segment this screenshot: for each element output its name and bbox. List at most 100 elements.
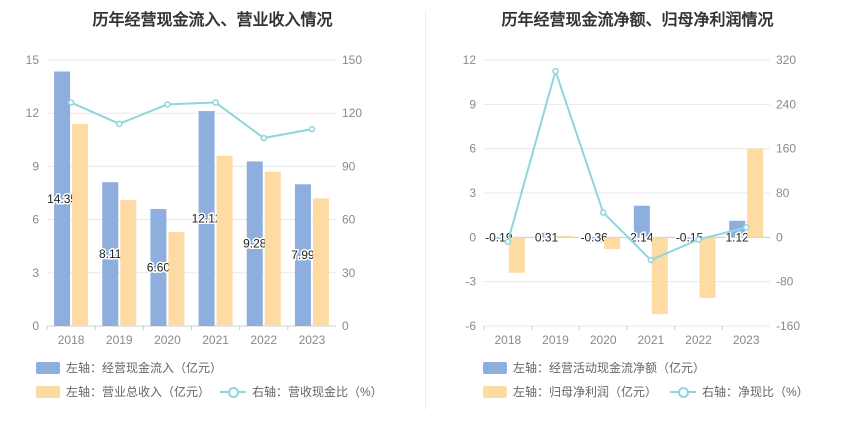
ratio-point [742, 224, 750, 231]
ratio-point [552, 67, 559, 75]
y-right-tick-label: 120 [342, 106, 362, 120]
ratio-point [67, 99, 75, 106]
ratio-point [599, 209, 607, 216]
panel-divider [425, 10, 426, 410]
bar-secondary [651, 237, 668, 315]
x-tick-label: 2019 [106, 333, 133, 347]
chart-title: 历年经营现金流净额、归母净利润情况 [501, 12, 774, 29]
legend-item-revenue[interactable]: 左轴：营业总收入（亿元） [36, 383, 210, 400]
y-left-tick-label: 3 [32, 266, 39, 280]
y-left-tick-label: 12 [463, 53, 477, 67]
bar-secondary [699, 237, 716, 298]
bar-primary [102, 182, 119, 326]
y-left-tick-label: 9 [32, 159, 39, 173]
ratio-point [212, 99, 219, 106]
bar-secondary [312, 198, 329, 326]
y-right-tick-label: 0 [342, 319, 349, 333]
ratio-line [70, 101, 313, 140]
y-right-tick-label: 160 [776, 142, 796, 156]
legend-item-net-profit[interactable]: 左轴：归母净利润（亿元） [483, 383, 657, 400]
bar-primary [586, 237, 603, 243]
y-left-tick-label: 15 [26, 53, 40, 67]
bar-primary [150, 208, 167, 326]
y-left-tick-label: 6 [469, 142, 476, 156]
y-left-tick-label: 9 [469, 97, 476, 111]
y-left-tick-label: -3 [465, 275, 476, 289]
y-right-tick-label: -80 [776, 275, 794, 289]
legend-swatch-orange [483, 385, 507, 398]
y-right-tick-label: 0 [776, 230, 783, 244]
x-tick-label: 2020 [154, 333, 181, 347]
legend-label: 右轴：营收现金比（%） [252, 385, 383, 399]
data-label: 1.12 [725, 230, 749, 244]
x-tick-label: 2021 [637, 333, 664, 347]
data-label: 14.35 [47, 192, 77, 206]
bar-primary [490, 237, 507, 241]
ratio-point [695, 236, 702, 243]
y-left-tick-label: 3 [469, 186, 476, 200]
data-label: 2.14 [630, 230, 654, 244]
y-right-tick-label: 150 [342, 53, 362, 67]
bar-secondary [72, 123, 89, 326]
legend-swatch-blue [483, 361, 507, 374]
y-right-tick-label: 80 [776, 186, 790, 200]
legend-line-marker [670, 386, 696, 398]
y-left-tick-label: -6 [465, 319, 476, 333]
ratio-point [647, 256, 655, 264]
x-tick-label: 2020 [590, 333, 617, 347]
y-right-tick-label: 320 [776, 53, 796, 67]
data-label: 9.28 [243, 237, 267, 251]
cash-inflow-revenue-chart: 0 0 3 30 6 60 9 90 12 120 15 150 2018 14.35 2019 8.11 20… [26, 53, 363, 347]
legend-label: 左轴：经营现金流入（亿元） [66, 361, 223, 375]
y-right-tick-label: 30 [342, 266, 356, 280]
bar-primary [294, 184, 311, 326]
ratio-point [164, 101, 171, 108]
y-right-tick-label: 240 [776, 97, 796, 111]
legend-label: 左轴：归母净利润（亿元） [513, 385, 658, 399]
x-tick-label: 2018 [494, 333, 521, 347]
legend-item-net-cash[interactable]: 左轴：经营活动现金流净额（亿元） [483, 359, 705, 376]
x-tick-label: 2021 [202, 333, 229, 347]
bar-secondary [747, 148, 764, 238]
legend-item-cash-inflow[interactable]: 左轴：经营现金流入（亿元） [36, 359, 222, 376]
legend-item-ratio[interactable]: 右轴：营收现金比（%） [220, 383, 383, 400]
y-left-tick-label: 12 [26, 106, 40, 120]
legend-label: 右轴：净现比（%） [702, 385, 809, 399]
data-label: 0.31 [535, 230, 559, 244]
bar-secondary [556, 235, 573, 238]
y-right-tick-label: 60 [342, 213, 356, 227]
bar-secondary [216, 155, 233, 326]
bar-primary [54, 71, 71, 326]
x-tick-label: 2018 [58, 333, 85, 347]
x-tick-label: 2019 [542, 333, 569, 347]
bar-primary [633, 205, 650, 238]
legend-item-net-ratio[interactable]: 右轴：净现比（%） [670, 383, 809, 400]
x-tick-label: 2023 [299, 333, 326, 347]
bar-primary [198, 111, 215, 327]
bar-primary [681, 237, 698, 240]
x-tick-label: 2022 [685, 333, 712, 347]
bar-primary [246, 161, 263, 326]
data-label: 8.11 [99, 247, 122, 261]
bar-secondary [604, 237, 621, 250]
legend-line-marker [220, 386, 246, 398]
legend-label: 左轴：经营活动现金流净额（亿元） [513, 361, 706, 375]
data-label: 6.60 [147, 260, 171, 274]
ratio-point [504, 238, 512, 246]
ratio-line [506, 67, 747, 262]
data-label: -0.36 [580, 230, 608, 244]
data-label: 7.99 [291, 248, 315, 262]
chart-title: 历年经营现金流入、营业收入情况 [92, 12, 333, 29]
bar-primary [538, 232, 555, 238]
bar-secondary [264, 171, 281, 326]
y-left-tick-label: 6 [32, 213, 39, 227]
x-tick-label: 2022 [250, 333, 277, 347]
cash-inflow-revenue-panel: 历年经营现金流入、营业收入情况 0 0 3 30 6 60 9 90 12 120 15 150 201… [26, 12, 383, 400]
net-cash-profit-panel: 历年经营现金流净额、归母净利润情况 -6 -160 -3 -80 0 0 3 80 6 160 9 2… [425, 0, 850, 437]
ratio-point [116, 120, 123, 128]
y-left-tick-label: 0 [469, 230, 476, 244]
y-right-tick-label: 90 [342, 159, 356, 173]
y-left-tick-label: 0 [32, 319, 39, 333]
legend-swatch-blue [36, 361, 60, 374]
legend-swatch-orange [36, 385, 60, 398]
